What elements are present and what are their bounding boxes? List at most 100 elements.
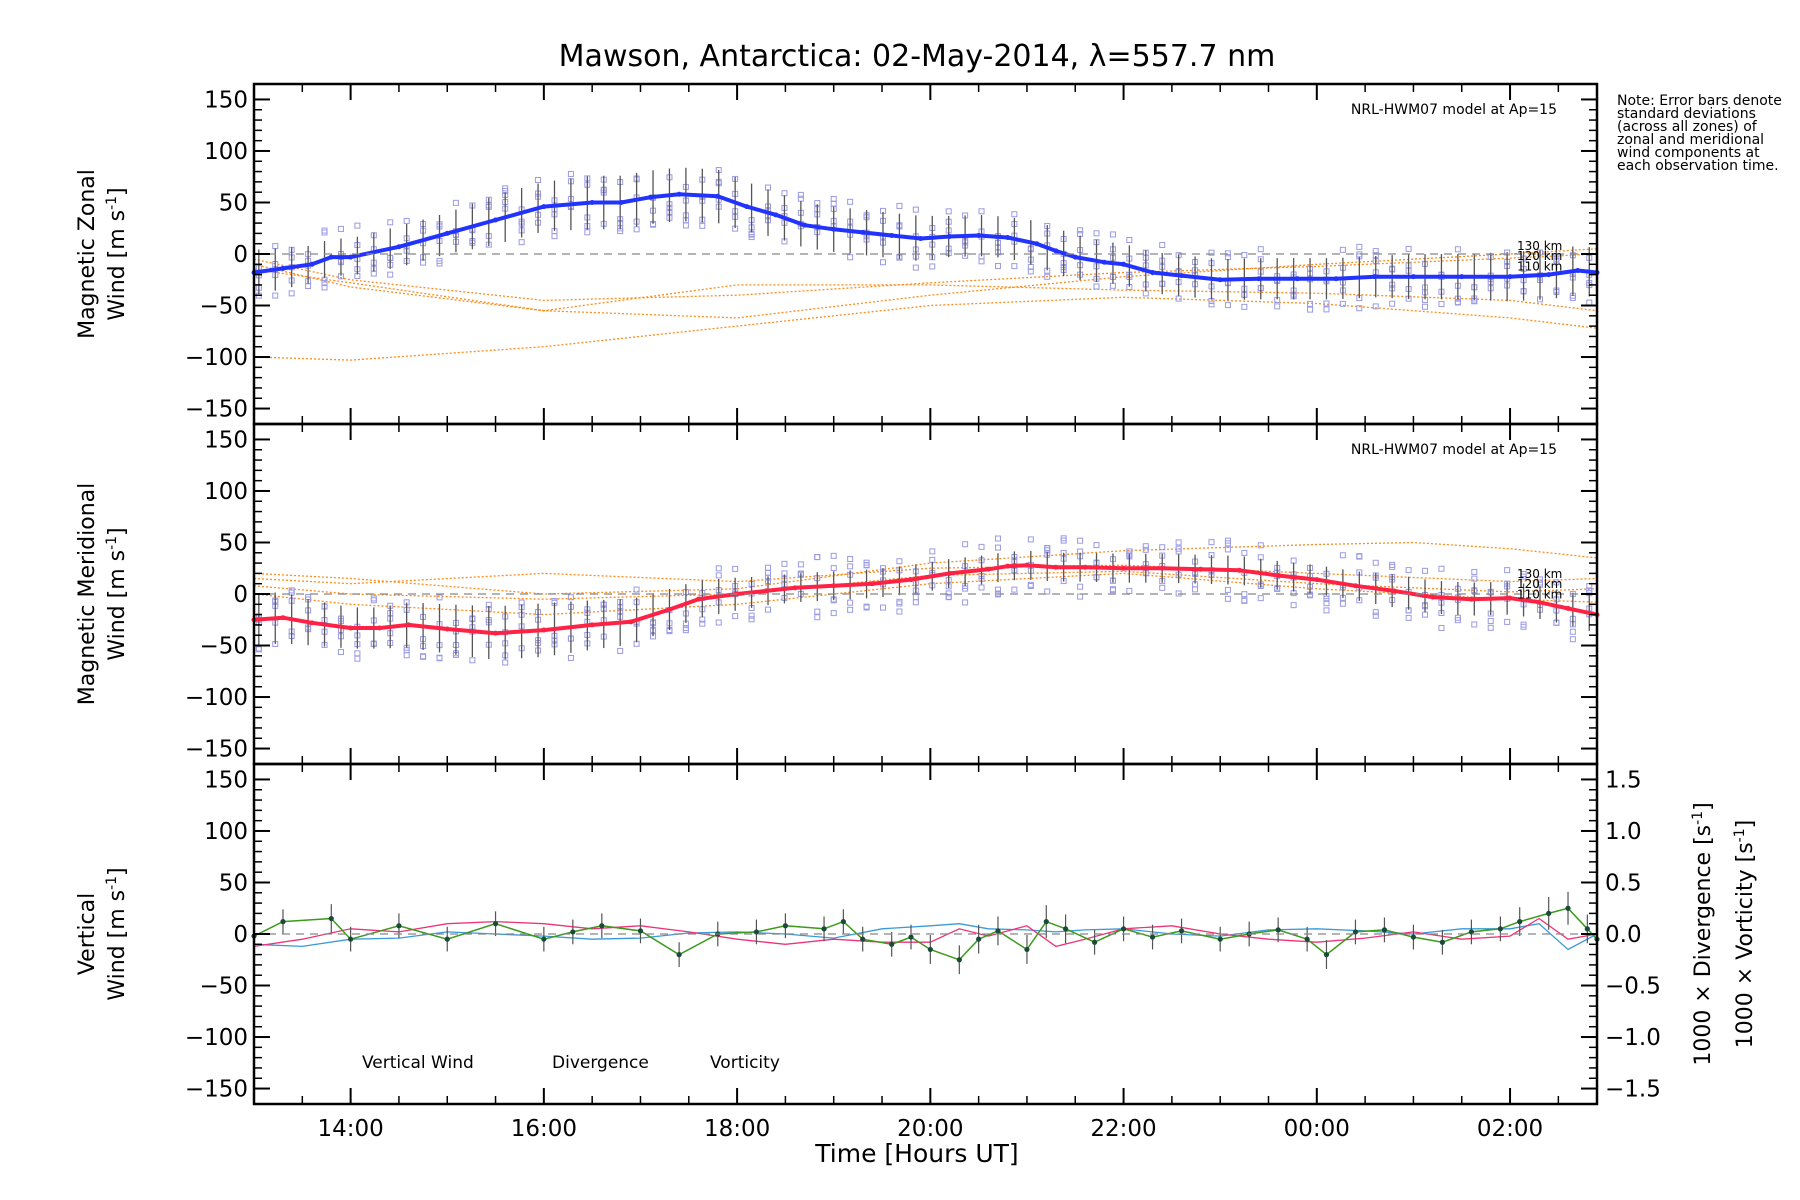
zone-marker [1471,575,1478,582]
zonal-wind-point [309,261,315,267]
zone-marker [502,659,509,666]
vorticity-line [253,917,1598,948]
y-axis-label-line2: Wind [m s-1] [104,187,130,320]
zone-marker [403,652,410,659]
vertical-wind-point [1024,946,1030,953]
x-axis-label: Time [Hours UT] [814,1139,1018,1168]
y-tick-label: 150 [204,427,248,453]
zone-marker [1323,306,1330,313]
vertical-wind-point [1149,934,1156,940]
model-height-label: 110 km [1517,259,1562,273]
zone-marker [929,556,936,563]
x-tick-label: 20:00 [897,1116,963,1142]
zone-marker [781,190,788,197]
chart-title: Mawson, Antarctica: 02-May-2014, λ=557.7… [559,39,1276,74]
zone-marker [978,584,985,591]
zone-marker [1520,621,1527,628]
zone-marker [1224,254,1231,261]
x-tick-label: 16:00 [511,1116,577,1142]
meridional-wind-point [1082,564,1088,570]
model-curve [253,253,1598,302]
y-tick-label: 0 [233,922,248,948]
zone-marker [1027,536,1034,543]
zone-marker [1323,607,1330,614]
zone-marker [945,590,952,597]
vertical-wind-point [1517,919,1523,925]
zone-marker [436,260,443,267]
zone-marker [1224,546,1231,553]
meridional-wind-point [406,622,412,628]
vertical-wind-point [1410,934,1417,940]
zone-marker [1257,246,1264,253]
zone-marker [847,563,854,570]
zone-marker [994,535,1001,542]
vertical-wind-point [1323,952,1330,958]
zone-marker [387,271,394,278]
zone-marker [354,222,361,229]
zone-marker [765,606,772,613]
zone-marker [962,599,969,606]
right-y-tick-label: 0.5 [1605,870,1642,896]
meridional-wind-point [309,620,315,626]
zone-marker [1405,245,1412,252]
zone-marker [1372,612,1379,619]
zone-marker [1569,628,1576,635]
zone-marker [420,259,427,266]
zonal-wind-point [918,236,924,242]
vertical-wind-point [956,957,962,963]
meridional-wind-point [947,570,953,576]
y-label-exponent: -1 [104,196,120,210]
zone-marker [1586,299,1593,306]
zonal-wind-point [1507,274,1513,280]
vertical-wind-point [280,919,286,925]
zone-marker [321,229,328,236]
vertical-wind-point [1275,927,1281,933]
y-label-unit: Wind [m s [105,550,130,661]
zone-marker [830,565,837,572]
vertical-wind-point [1304,936,1310,942]
zone-marker [321,284,328,291]
zonal-wind-point [802,222,808,228]
zone-marker [797,195,804,202]
zone-marker [814,554,821,561]
y-label-bracket: ] [105,867,130,876]
right-y-label-vorticity-text: 1000 × Vorticity [s [1733,842,1758,1048]
zone-marker [1060,535,1067,542]
vertical-wind-point [396,923,402,929]
zone-marker [1093,283,1100,290]
vertical-wind-point [348,936,354,942]
zone-marker [337,648,344,655]
zone-marker [715,619,722,626]
vertical-wind-point [821,926,827,932]
y-tick-label: 100 [204,819,248,845]
vertical-wind-point [860,936,866,942]
y-axis-label-line2: Wind [m s-1] [104,527,130,660]
zone-marker [715,572,722,579]
right-y-label-divergence: 1000 × Divergence [s-1] [1690,802,1716,1065]
zone-marker [814,608,821,615]
y-tick-label: 50 [219,870,248,896]
zone-marker [1011,586,1018,593]
zone-marker [387,219,394,226]
vertical-wind-point [995,928,1001,934]
zone-marker [715,565,722,572]
zone-marker [699,616,706,623]
y-tick-label: 50 [219,530,248,556]
zone-marker [567,170,574,177]
zone-marker [1454,299,1461,306]
zone-marker [1077,583,1084,590]
y-tick-label: 0 [233,242,248,268]
y-tick-label: 100 [204,479,248,505]
zone-marker [518,239,525,246]
model-curve [253,572,1598,616]
zonal-wind-point [647,194,653,200]
zone-marker [1274,303,1281,310]
right-y-label-divergence-exponent: -1 [1690,811,1706,825]
zone-marker [255,646,262,653]
zone-marker [436,594,443,601]
zone-marker [1208,301,1215,308]
right-y-label-vorticity-bracket: ] [1733,820,1758,829]
right-y-tick-label: 0.0 [1605,922,1642,948]
time-axis: 14:00 16:00 18:00 20:00 22:00 00:00 02:00 [317,1116,1543,1142]
